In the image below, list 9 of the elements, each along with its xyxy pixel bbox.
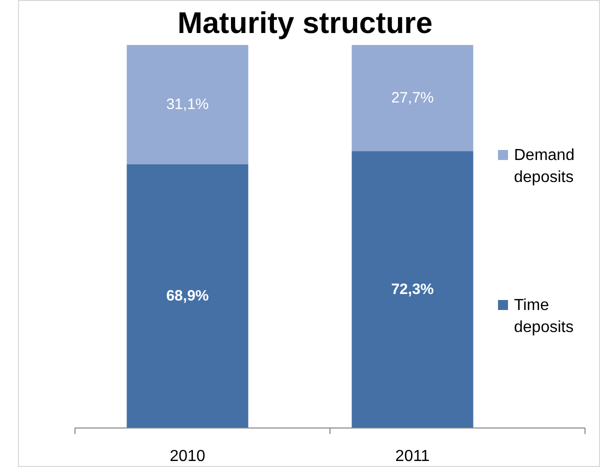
- chart-title: Maturity structure: [177, 7, 433, 40]
- legend-label: Time deposits: [514, 296, 574, 336]
- legend-label: Demand deposits: [514, 146, 574, 186]
- data-label: 27,7%: [391, 90, 434, 107]
- data-label: 72,3%: [391, 281, 434, 298]
- x-tick-label: 2010: [170, 448, 206, 465]
- data-label: 68,9%: [166, 288, 209, 305]
- data-label: 31,1%: [166, 96, 209, 114]
- x-tick-label: 2011: [395, 448, 430, 465]
